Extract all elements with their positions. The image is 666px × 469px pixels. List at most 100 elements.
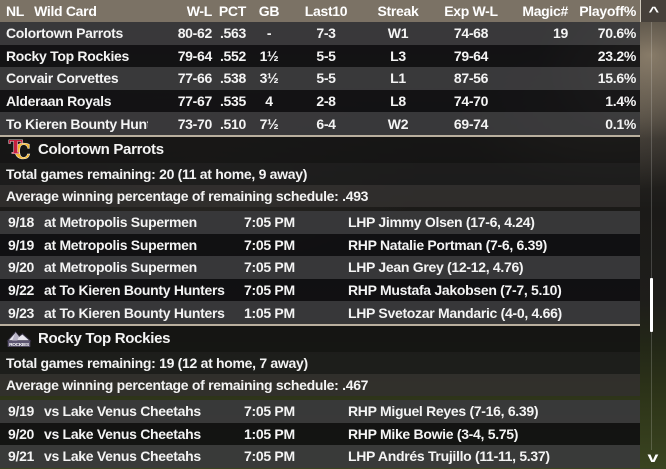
league-label: NL (6, 3, 25, 19)
expwl-value: 74-70 (453, 93, 489, 110)
game-time: 7:05 PM (244, 403, 295, 420)
game-opponent: vs Lake Venus Cheetahs (44, 425, 201, 442)
game-date: 9/19 (8, 403, 35, 420)
col-header-magic: Magic# (522, 3, 568, 19)
wl-value: 77-67 (177, 93, 213, 110)
chevron-down-icon: v (647, 449, 659, 465)
team-name: Rocky Top Rockies (6, 47, 130, 64)
game-opponent: vs Lake Venus Cheetahs (44, 403, 201, 420)
last10-value: 5-5 (316, 47, 336, 64)
game-time: 7:05 PM (244, 214, 295, 231)
schedule-row[interactable]: 9/23 at To Kieren Bounty Hunters 1:05 PM… (0, 301, 640, 324)
pct-value: .535 (219, 93, 246, 110)
pct-value: .552 (219, 47, 246, 64)
section-team-name: Rocky Top Rockies (38, 330, 171, 348)
svg-text:T: T (9, 138, 23, 159)
game-date: 9/21 (8, 448, 35, 465)
schedule-row[interactable]: 9/19 at Metropolis Supermen 7:05 PM RHP … (0, 233, 640, 257)
game-opponent: vs Lake Venus Cheetahs (44, 448, 201, 465)
rocky-top-rockies-mountain-logo-icon: ROCKIES (6, 327, 32, 351)
schedule-row[interactable]: 9/20 vs Lake Venus Cheetahs 1:05 PM RHP … (0, 422, 640, 446)
schedule-row[interactable]: 9/18 at Metropolis Supermen 7:05 PM LHP … (0, 210, 640, 234)
team-name: Alderaan Royals (6, 93, 112, 110)
pct-value: .538 (219, 70, 246, 87)
team-name: Corvair Corvettes (6, 70, 119, 87)
last10-value: 7-3 (316, 25, 336, 42)
game-date: 9/20 (8, 259, 35, 276)
expwl-value: 74-68 (453, 25, 489, 42)
gb-value: 3½ (259, 70, 279, 87)
playoff-value: 15.6% (597, 70, 637, 87)
streak-value: W1 (387, 25, 409, 42)
magic-value: 19 (553, 25, 568, 42)
game-date: 9/18 (8, 214, 35, 231)
col-header-playoff: Playoff% (579, 3, 636, 19)
streak-value: L8 (390, 93, 406, 110)
standings-row-corvair-corvettes[interactable]: Corvair Corvettes 77-66 .538 3½ 5-5 L1 8… (0, 67, 640, 90)
game-pitcher: RHP Natalie Portman (7-6, 6.39) (348, 236, 547, 253)
game-date: 9/22 (8, 282, 35, 299)
game-pitcher: LHP Jimmy Olsen (17-6, 4.24) (348, 214, 535, 231)
playoff-value: 23.2% (597, 47, 637, 64)
game-date: 9/19 (8, 236, 35, 253)
gb-value: 7½ (259, 115, 279, 132)
standings-row-alderaan-royals[interactable]: Alderaan Royals 77-67 .535 4 2-8 L8 74-7… (0, 89, 640, 113)
standings-row-to-kieren-bounty-hunt[interactable]: To Kieren Bounty Hunt 73-70 .510 7½ 6-4 … (0, 112, 640, 135)
game-date: 9/20 (8, 425, 35, 442)
team-name: To Kieren Bounty Hunt (6, 115, 148, 132)
total-games-remaining: Total games remaining: 20 (11 at home, 9… (0, 162, 640, 185)
gb-value: 1½ (259, 47, 279, 64)
col-header-gb: GB (258, 3, 280, 19)
gb-value: 4 (265, 93, 273, 110)
avg-winning-percentage: Average winning percentage of remaining … (0, 373, 640, 396)
wildcard-label: Wild Card (34, 3, 97, 19)
vertical-scrollbar: ^ v (640, 0, 666, 469)
game-time: 7:05 PM (244, 236, 295, 253)
scrollbar-track[interactable] (651, 22, 652, 450)
schedule-row[interactable]: 9/20 at Metropolis Supermen 7:05 PM LHP … (0, 256, 640, 279)
expwl-value: 87-56 (453, 70, 489, 87)
game-opponent: at To Kieren Bounty Hunters (44, 282, 225, 299)
scrollbar-thumb[interactable] (650, 278, 653, 332)
game-time: 7:05 PM (244, 259, 295, 276)
col-header-expwl: Exp W-L (444, 3, 498, 19)
playoff-value: 1.4% (605, 93, 636, 110)
game-time: 7:05 PM (244, 448, 295, 465)
col-header-last10: Last10 (304, 3, 348, 19)
col-header-wl: W-L (186, 3, 213, 19)
gb-value: - (266, 25, 272, 42)
scroll-up-button[interactable]: ^ (640, 0, 666, 22)
game-pitcher: LHP Svetozar Mandaric (4-0, 4.66) (348, 304, 562, 321)
game-pitcher: LHP Andrés Trujillo (11-11, 5.37) (348, 448, 550, 465)
wl-value: 77-66 (177, 70, 213, 87)
game-time: 7:05 PM (244, 282, 295, 299)
game-opponent: at Metropolis Supermen (44, 259, 197, 276)
game-time: 1:05 PM (244, 425, 295, 442)
game-pitcher: LHP Jean Grey (12-12, 4.76) (348, 259, 524, 276)
schedule-row[interactable]: 9/19 vs Lake Venus Cheetahs 7:05 PM RHP … (0, 399, 640, 423)
playoff-value: 70.6% (597, 25, 637, 42)
expwl-value: 69-74 (453, 115, 489, 132)
section-separator (0, 134, 640, 137)
section-header-colortown-parrots[interactable]: C T Colortown Parrots (0, 136, 640, 163)
team-name: Colortown Parrots (6, 25, 124, 42)
standings-row-rocky-top-rockies[interactable]: Rocky Top Rockies 79-64 .552 1½ 5-5 L3 7… (0, 44, 640, 68)
playoff-value: 0.1% (605, 115, 636, 132)
schedule-row[interactable]: 9/22 at To Kieren Bounty Hunters 7:05 PM… (0, 278, 640, 302)
standings-row-colortown-parrots[interactable]: Colortown Parrots 80-62 .563 - 7-3 W1 74… (0, 22, 640, 45)
game-date: 9/23 (8, 304, 35, 321)
section-header-rocky-top-rockies[interactable]: ROCKIES Rocky Top Rockies (0, 325, 640, 352)
streak-value: W2 (387, 115, 409, 132)
colortown-parrots-tc-logo-icon: C T (6, 137, 32, 163)
pct-value: .563 (219, 25, 246, 42)
col-header-pct: PCT (218, 3, 246, 19)
schedule-row[interactable]: 9/21 vs Lake Venus Cheetahs 7:05 PM LHP … (0, 445, 640, 468)
col-header-streak: Streak (377, 3, 419, 19)
streak-value: L1 (390, 70, 406, 87)
scroll-down-button[interactable]: v (640, 447, 666, 467)
main-content: NL Wild Card W-L PCT GB Last10 Streak Exp… (0, 0, 640, 468)
game-time: 1:05 PM (244, 304, 295, 321)
last10-value: 6-4 (316, 115, 336, 132)
svg-text:ROCKIES: ROCKIES (9, 342, 29, 348)
